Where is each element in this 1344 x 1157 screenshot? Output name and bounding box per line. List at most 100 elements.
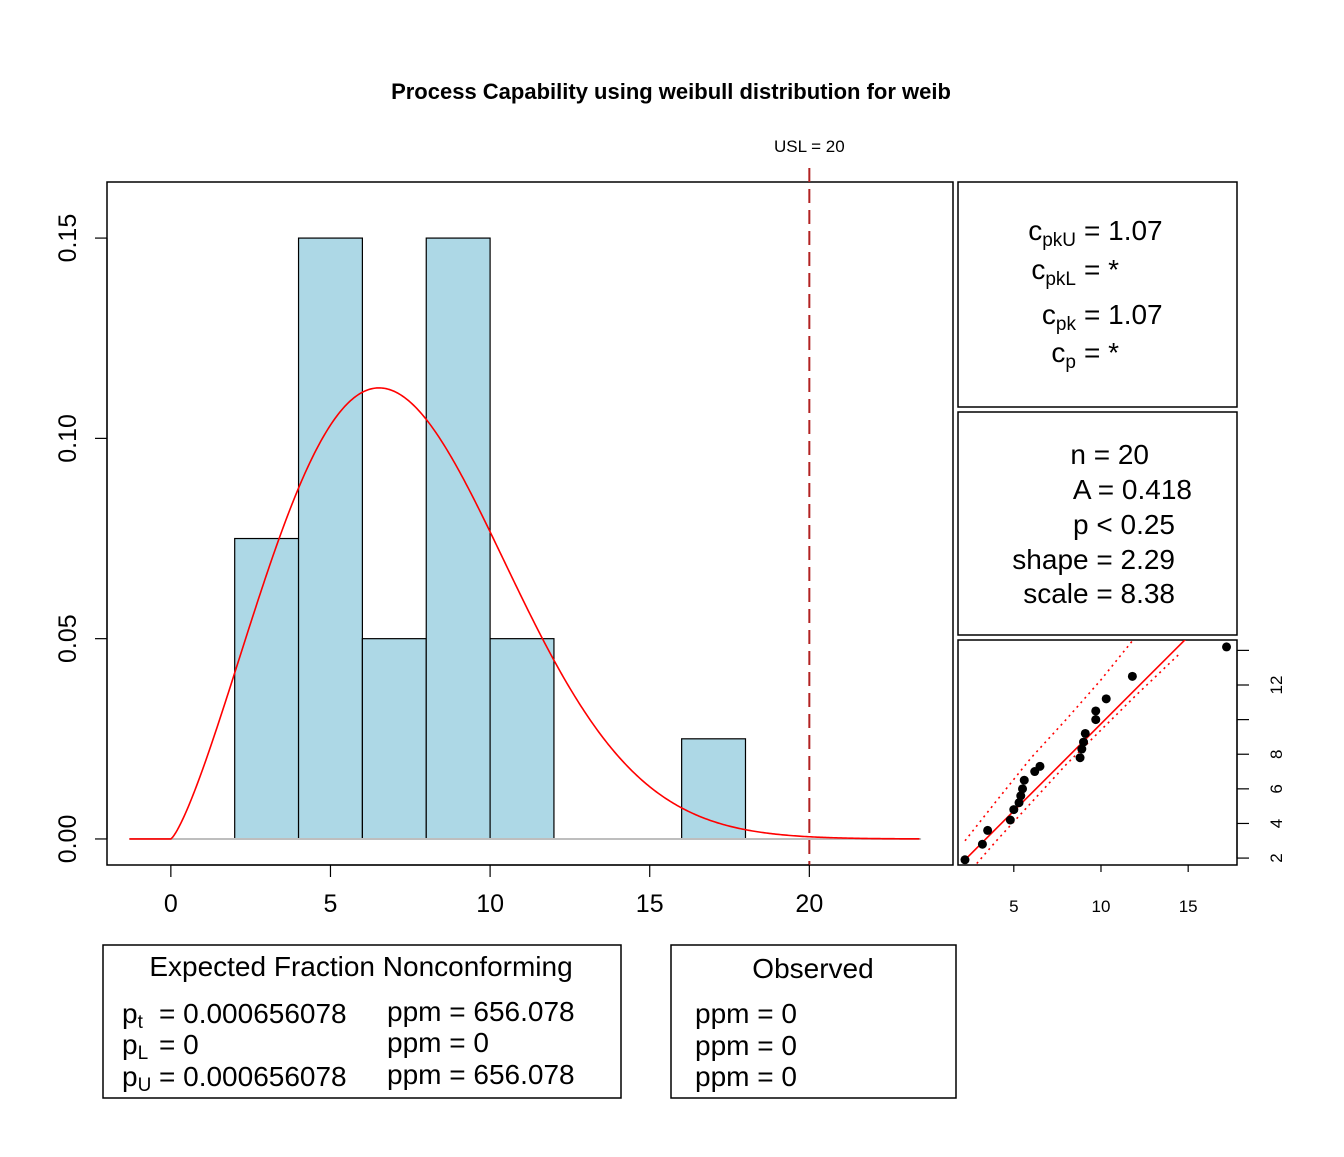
- histogram-panel: USL = 20 0 5 10 15 20 0.00 0.05 0.10 0.15: [54, 137, 954, 918]
- histogram-bars: [234, 237, 747, 840]
- capability-symbol-base: c: [1051, 337, 1065, 368]
- y-tick-label: 0.00: [54, 815, 82, 864]
- qq-y-tick-label: 2: [1267, 853, 1286, 862]
- qq-point: [1005, 815, 1015, 825]
- qq-point: [1091, 715, 1101, 725]
- x-tick-label: 10: [476, 890, 504, 918]
- qq-x-tick-label: 5: [1009, 897, 1018, 916]
- qq-frame: [957, 639, 1238, 866]
- qq-upper-band: [964, 640, 1135, 842]
- qq-point: [1077, 744, 1087, 754]
- usl-label: USL = 20: [774, 137, 845, 156]
- observed-ppm: ppm = 0: [695, 1030, 797, 1061]
- qq-point: [977, 839, 987, 849]
- histogram-bar: [234, 537, 300, 840]
- qq-point: [1079, 737, 1089, 747]
- stats-line: p < 0.25: [1073, 509, 1175, 540]
- histogram-bar: [681, 738, 747, 840]
- expected-symbol-sub: U: [138, 1075, 152, 1096]
- qq-point: [1035, 761, 1045, 771]
- capability-value: = 1.07: [1084, 215, 1163, 246]
- observed-ppm: ppm = 0: [695, 998, 797, 1029]
- qq-point: [1014, 798, 1024, 808]
- expected-value: = 0: [159, 1029, 199, 1060]
- expected-ppm: ppm = 0: [387, 1027, 489, 1058]
- chart-title: Process Capability using weibull distrib…: [391, 79, 951, 104]
- capability-frame: [957, 181, 1238, 408]
- x-tick-label: 20: [795, 890, 823, 918]
- expected-ppm: ppm = 656.078: [387, 1059, 575, 1090]
- capability-symbol-sub: pkL: [1045, 269, 1076, 290]
- y-tick-label: 0.10: [54, 414, 82, 463]
- qq-point: [1009, 805, 1019, 815]
- expected-symbol-sub: t: [138, 1012, 144, 1033]
- qq-point: [1018, 784, 1028, 794]
- x-tick-label: 0: [164, 890, 178, 918]
- qq-point: [983, 825, 993, 835]
- qq-y-tick-label: 6: [1267, 784, 1286, 793]
- expected-symbol: pU: [122, 1061, 151, 1096]
- expected-frame: [102, 944, 622, 1099]
- expected-box: Expected Fraction Nonconforming pt = 0.00…: [102, 944, 622, 1099]
- capability-symbol: cpk: [1042, 299, 1077, 335]
- capability-value: = *: [1084, 337, 1119, 368]
- x-tick-label: 5: [324, 890, 338, 918]
- histogram-bar: [361, 638, 427, 840]
- usl-marker: USL = 20: [774, 137, 845, 865]
- qq-content: [960, 640, 1232, 865]
- observed-frame: [670, 944, 957, 1099]
- histogram-bar: [489, 638, 555, 840]
- qq-point: [1101, 694, 1111, 704]
- capability-symbol: cpkU: [1028, 215, 1076, 251]
- capability-symbol-sub: pk: [1056, 314, 1077, 335]
- y-axis: 0.00 0.05 0.10 0.15: [54, 214, 108, 864]
- expected-ppm: ppm = 656.078: [387, 996, 575, 1027]
- capability-symbol-base: c: [1042, 299, 1056, 330]
- qq-point: [1091, 706, 1101, 716]
- capability-symbol-sub: p: [1065, 352, 1076, 373]
- qq-plot-panel: 5 10 15 2 4 6 8 12: [957, 639, 1286, 916]
- weibull-density-curve: [129, 387, 920, 840]
- y-tick-label: 0.15: [54, 214, 82, 263]
- stats-line: shape = 2.29: [1012, 544, 1175, 575]
- capability-symbol-base: c: [1031, 254, 1045, 285]
- capability-symbol: cpkL: [1031, 254, 1076, 290]
- expected-rows: pt = 0.000656078 ppm = 656.078 pL = 0 ppm = 0…: [122, 996, 575, 1096]
- observed-title: Observed: [752, 953, 873, 984]
- expected-symbol-sub: L: [138, 1043, 149, 1064]
- observed-ppm: ppm = 0: [695, 1061, 797, 1092]
- x-tick-label: 15: [636, 890, 664, 918]
- x-axis: 0 5 10 15 20: [164, 864, 823, 918]
- capability-value: = *: [1084, 254, 1119, 285]
- qq-point: [1075, 753, 1085, 763]
- qq-point: [1019, 775, 1029, 785]
- expected-symbol-base: p: [122, 998, 138, 1029]
- qq-y-tick-label: 8: [1267, 749, 1286, 758]
- stats-frame: [957, 411, 1238, 636]
- histogram-bar: [425, 237, 491, 840]
- qq-point: [1222, 642, 1232, 652]
- expected-symbol: pt: [122, 998, 144, 1033]
- stats-panel: n = 20 A = 0.418 p < 0.25 shape = 2.29scale…: [957, 411, 1238, 636]
- qq-axes: 5 10 15 2 4 6 8 12: [1009, 649, 1286, 916]
- qq-point: [1016, 791, 1026, 801]
- y-tick-label: 0.05: [54, 614, 82, 663]
- qq-y-tick-label: 4: [1267, 819, 1286, 828]
- qq-y-tick-label: 12: [1267, 676, 1286, 695]
- stats-lines: n = 20 A = 0.418 p < 0.25 shape = 2.29scale…: [1012, 439, 1192, 609]
- expected-symbol: pL: [122, 1029, 148, 1064]
- stats-line: scale = 8.38: [1023, 578, 1175, 609]
- qq-lower-band: [974, 653, 1181, 865]
- capability-value: = 1.07: [1084, 299, 1163, 330]
- qq-point: [1080, 728, 1090, 738]
- expected-title: Expected Fraction Nonconforming: [149, 951, 572, 982]
- expected-value: = 0.000656078: [159, 998, 347, 1029]
- stats-line: n = 20: [1070, 439, 1149, 470]
- capability-symbol-sub: pkU: [1042, 230, 1076, 251]
